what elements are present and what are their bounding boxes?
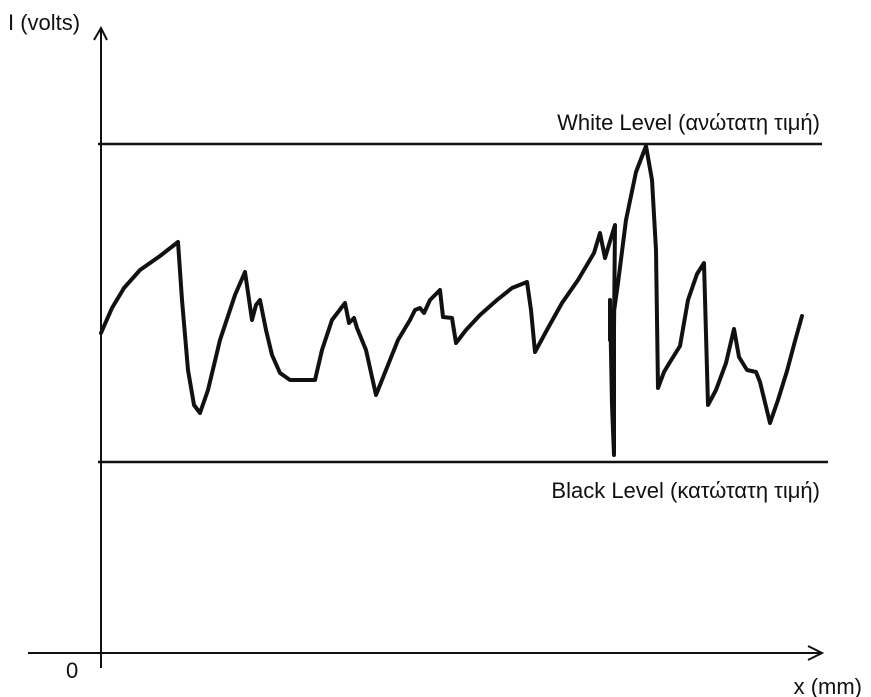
signal-waveform: [99, 144, 804, 457]
white-level-label: White Level (ανώτατη τιμή): [557, 110, 820, 135]
y-axis-label: I (volts): [8, 10, 80, 35]
black-level-label: Black Level (κατώτατη τιμή): [551, 478, 820, 503]
origin-label: 0: [66, 658, 78, 683]
y-axis: [93, 25, 108, 668]
x-axis: [28, 645, 825, 661]
x-axis-label: x (mm): [794, 674, 862, 697]
